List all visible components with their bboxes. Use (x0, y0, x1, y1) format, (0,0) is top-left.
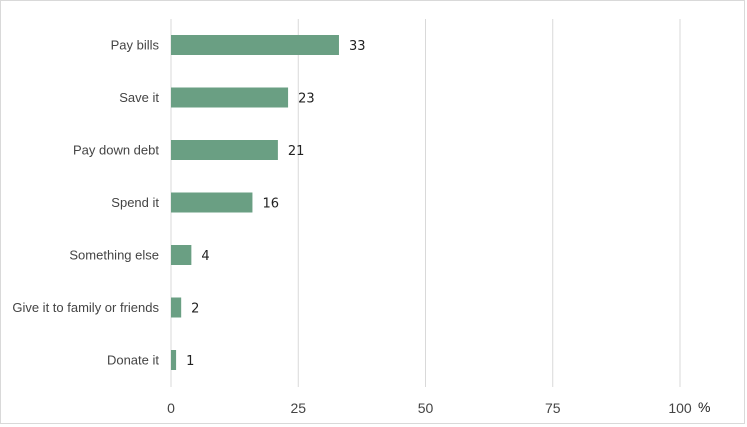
data-label: 23 (298, 92, 315, 107)
x-axis-unit-label: % (698, 399, 710, 415)
x-tick-label: 0 (167, 400, 175, 416)
x-tick-label: 50 (418, 400, 434, 416)
category-label: Give it to family or friends (12, 300, 159, 315)
x-axis-ticks: 0 25 50 75 100 (167, 400, 692, 416)
bar (171, 35, 339, 55)
data-label: 2 (191, 302, 199, 317)
category-label: Something else (69, 248, 159, 263)
category-label: Pay down debt (73, 143, 159, 158)
category-label: Spend it (111, 195, 159, 210)
bar (171, 87, 289, 108)
x-tick-label: 75 (545, 400, 561, 416)
category-label: Pay bills (111, 38, 160, 53)
bar (171, 192, 253, 213)
data-label: 21 (288, 144, 305, 159)
category-label: Save it (119, 90, 159, 105)
x-tick-label: 25 (290, 400, 306, 416)
data-label: 1 (186, 354, 194, 369)
data-label: 16 (262, 197, 279, 212)
data-label: 33 (349, 39, 366, 54)
bar (171, 245, 192, 265)
bar (171, 297, 182, 318)
bars (171, 35, 339, 370)
bar (171, 140, 278, 160)
bar (171, 350, 177, 370)
category-labels: Pay bills Save it Pay down debt Spend it Som… (12, 38, 159, 368)
x-tick-label: 100 (668, 400, 692, 416)
data-label: 4 (201, 249, 209, 264)
category-label: Donate it (107, 353, 159, 368)
